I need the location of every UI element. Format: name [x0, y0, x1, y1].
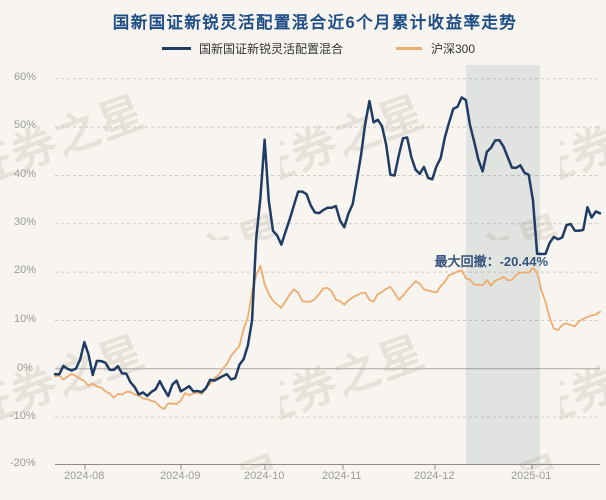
- svg-text:最大回撤：-20.44%: 最大回撤：-20.44%: [435, 254, 549, 269]
